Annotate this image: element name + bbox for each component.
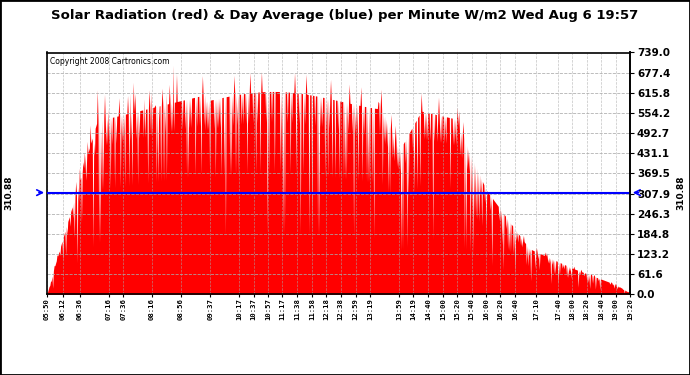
Text: 310.88: 310.88	[4, 176, 14, 210]
Text: 310.88: 310.88	[677, 176, 686, 210]
Text: Copyright 2008 Cartronics.com: Copyright 2008 Cartronics.com	[50, 57, 169, 66]
Text: Solar Radiation (red) & Day Average (blue) per Minute W/m2 Wed Aug 6 19:57: Solar Radiation (red) & Day Average (blu…	[51, 9, 639, 22]
